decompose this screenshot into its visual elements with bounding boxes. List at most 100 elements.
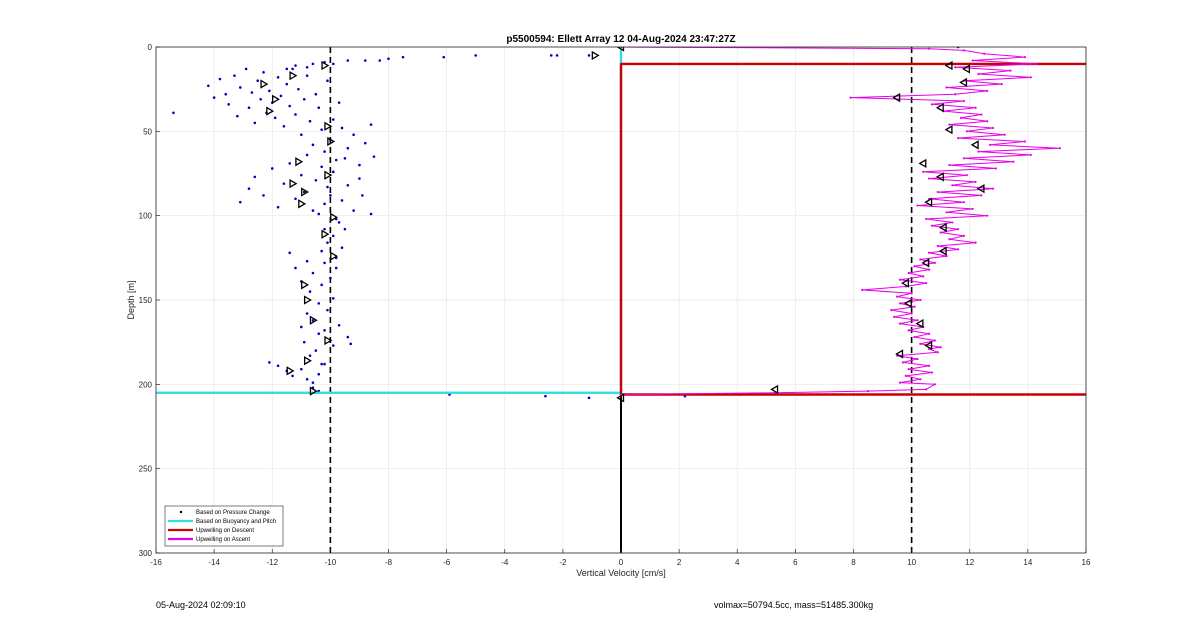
pressure-dot — [300, 367, 303, 371]
ascent-point — [936, 244, 939, 248]
pressure-dot — [314, 178, 318, 182]
pressure-dot — [337, 101, 341, 104]
y-tick-label: 50 — [143, 127, 152, 136]
pressure-dot — [326, 185, 329, 189]
x-tick-label: -4 — [501, 558, 509, 567]
y-tick-label: 300 — [139, 549, 153, 558]
ascent-point — [922, 275, 925, 278]
ascent-point — [933, 383, 936, 386]
descent-marker — [324, 121, 333, 131]
descent-marker — [301, 280, 310, 290]
ascent-point — [977, 150, 980, 153]
pressure-dot — [305, 153, 309, 157]
descent-marker — [591, 50, 600, 61]
ascent-point — [1023, 140, 1027, 143]
x-tick-label: 2 — [677, 558, 682, 567]
pressure-dot — [323, 329, 326, 332]
descent-marker — [330, 212, 339, 222]
ascent-marker — [976, 184, 985, 194]
pressure-dot — [346, 146, 350, 150]
ascent-point — [948, 123, 951, 126]
pressure-dot — [544, 394, 547, 398]
pressure-dot — [212, 96, 216, 99]
pressure-dot — [238, 86, 242, 89]
pressure-dot — [323, 227, 326, 231]
ascent-point — [951, 184, 954, 187]
ascent-point — [962, 157, 966, 160]
pressure-dot — [340, 126, 344, 130]
pressure-dot — [337, 221, 341, 224]
pressure-dot — [358, 163, 361, 167]
ascent-point — [925, 282, 928, 285]
pressure-dot — [317, 302, 321, 305]
ascent-point — [849, 96, 852, 99]
ascent-point — [974, 241, 977, 244]
ascent-point — [945, 211, 948, 214]
ascent-point — [898, 278, 902, 281]
pressure-dot — [363, 141, 367, 145]
x-tick-label: 0 — [619, 558, 624, 567]
x-axis-label: Vertical Velocity [cm/s] — [576, 568, 666, 578]
pressure-dot — [270, 167, 274, 170]
pressure-dot — [305, 312, 309, 315]
pressure-dot — [302, 97, 306, 101]
ascent-point — [965, 130, 968, 133]
ascent-marker — [892, 92, 901, 103]
pressure-dot — [343, 227, 347, 231]
ascent-point — [927, 251, 931, 254]
ascent-point — [933, 261, 936, 264]
pressure-dot — [259, 97, 262, 101]
pressure-dot — [323, 202, 326, 206]
ascent-point — [980, 113, 983, 116]
ascent-point — [904, 374, 907, 377]
pressure-dot — [294, 64, 297, 67]
pressure-dot — [363, 59, 367, 62]
ascent-point — [986, 120, 989, 123]
series-line — [620, 47, 1061, 395]
y-tick-label: 0 — [148, 43, 153, 52]
ascent-marker — [959, 77, 968, 88]
ascent-point — [930, 371, 934, 374]
pressure-dot — [555, 54, 559, 57]
pressure-dot — [320, 165, 323, 169]
ascent-point — [948, 238, 951, 241]
descent-marker — [321, 60, 330, 71]
ascent-point — [907, 329, 910, 332]
pressure-dot — [268, 89, 271, 93]
pressure-dot — [349, 342, 353, 346]
descent-marker — [327, 136, 336, 147]
ascent-point — [910, 312, 913, 315]
pressure-dot — [474, 54, 477, 57]
ascent-point — [910, 292, 913, 295]
pressure-dot — [346, 59, 350, 62]
ascent-marker — [938, 222, 947, 233]
pressure-dot — [361, 194, 364, 197]
ascent-marker — [915, 318, 924, 329]
ascent-marker — [924, 340, 933, 351]
pressure-dot — [311, 62, 315, 66]
x-tick-label: -8 — [385, 558, 393, 567]
pressure-dot — [282, 124, 286, 128]
x-ticks: -16 -14 -12 -10 -8 -6 -4 -2 0 2 4 6 8 10 12 14 16 — [150, 549, 1091, 567]
ascent-point — [927, 47, 931, 50]
volume-mass-footer: volmax=50794.5cc, mass=51485.300kg — [714, 600, 874, 610]
pressure-dot — [311, 209, 315, 212]
pressure-dot — [334, 266, 338, 270]
descent-marker — [330, 251, 339, 261]
ascent-point — [898, 322, 902, 325]
pressure-dot — [326, 308, 329, 312]
pressure-dot — [317, 106, 321, 110]
descent-marker — [266, 106, 275, 116]
y-tick-label: 200 — [139, 380, 153, 389]
ascent-point — [954, 66, 957, 69]
pressure-dot — [302, 340, 306, 344]
ascent-point — [1058, 147, 1061, 150]
pressure-dot — [314, 349, 318, 352]
ascent-marker — [944, 125, 953, 135]
pressure-dot — [172, 111, 175, 115]
pressure-dot — [233, 74, 236, 77]
x-tick-label: 4 — [735, 558, 740, 567]
descent-marker — [324, 335, 333, 346]
ascent-point — [1023, 56, 1027, 59]
ascent-point — [927, 364, 931, 367]
